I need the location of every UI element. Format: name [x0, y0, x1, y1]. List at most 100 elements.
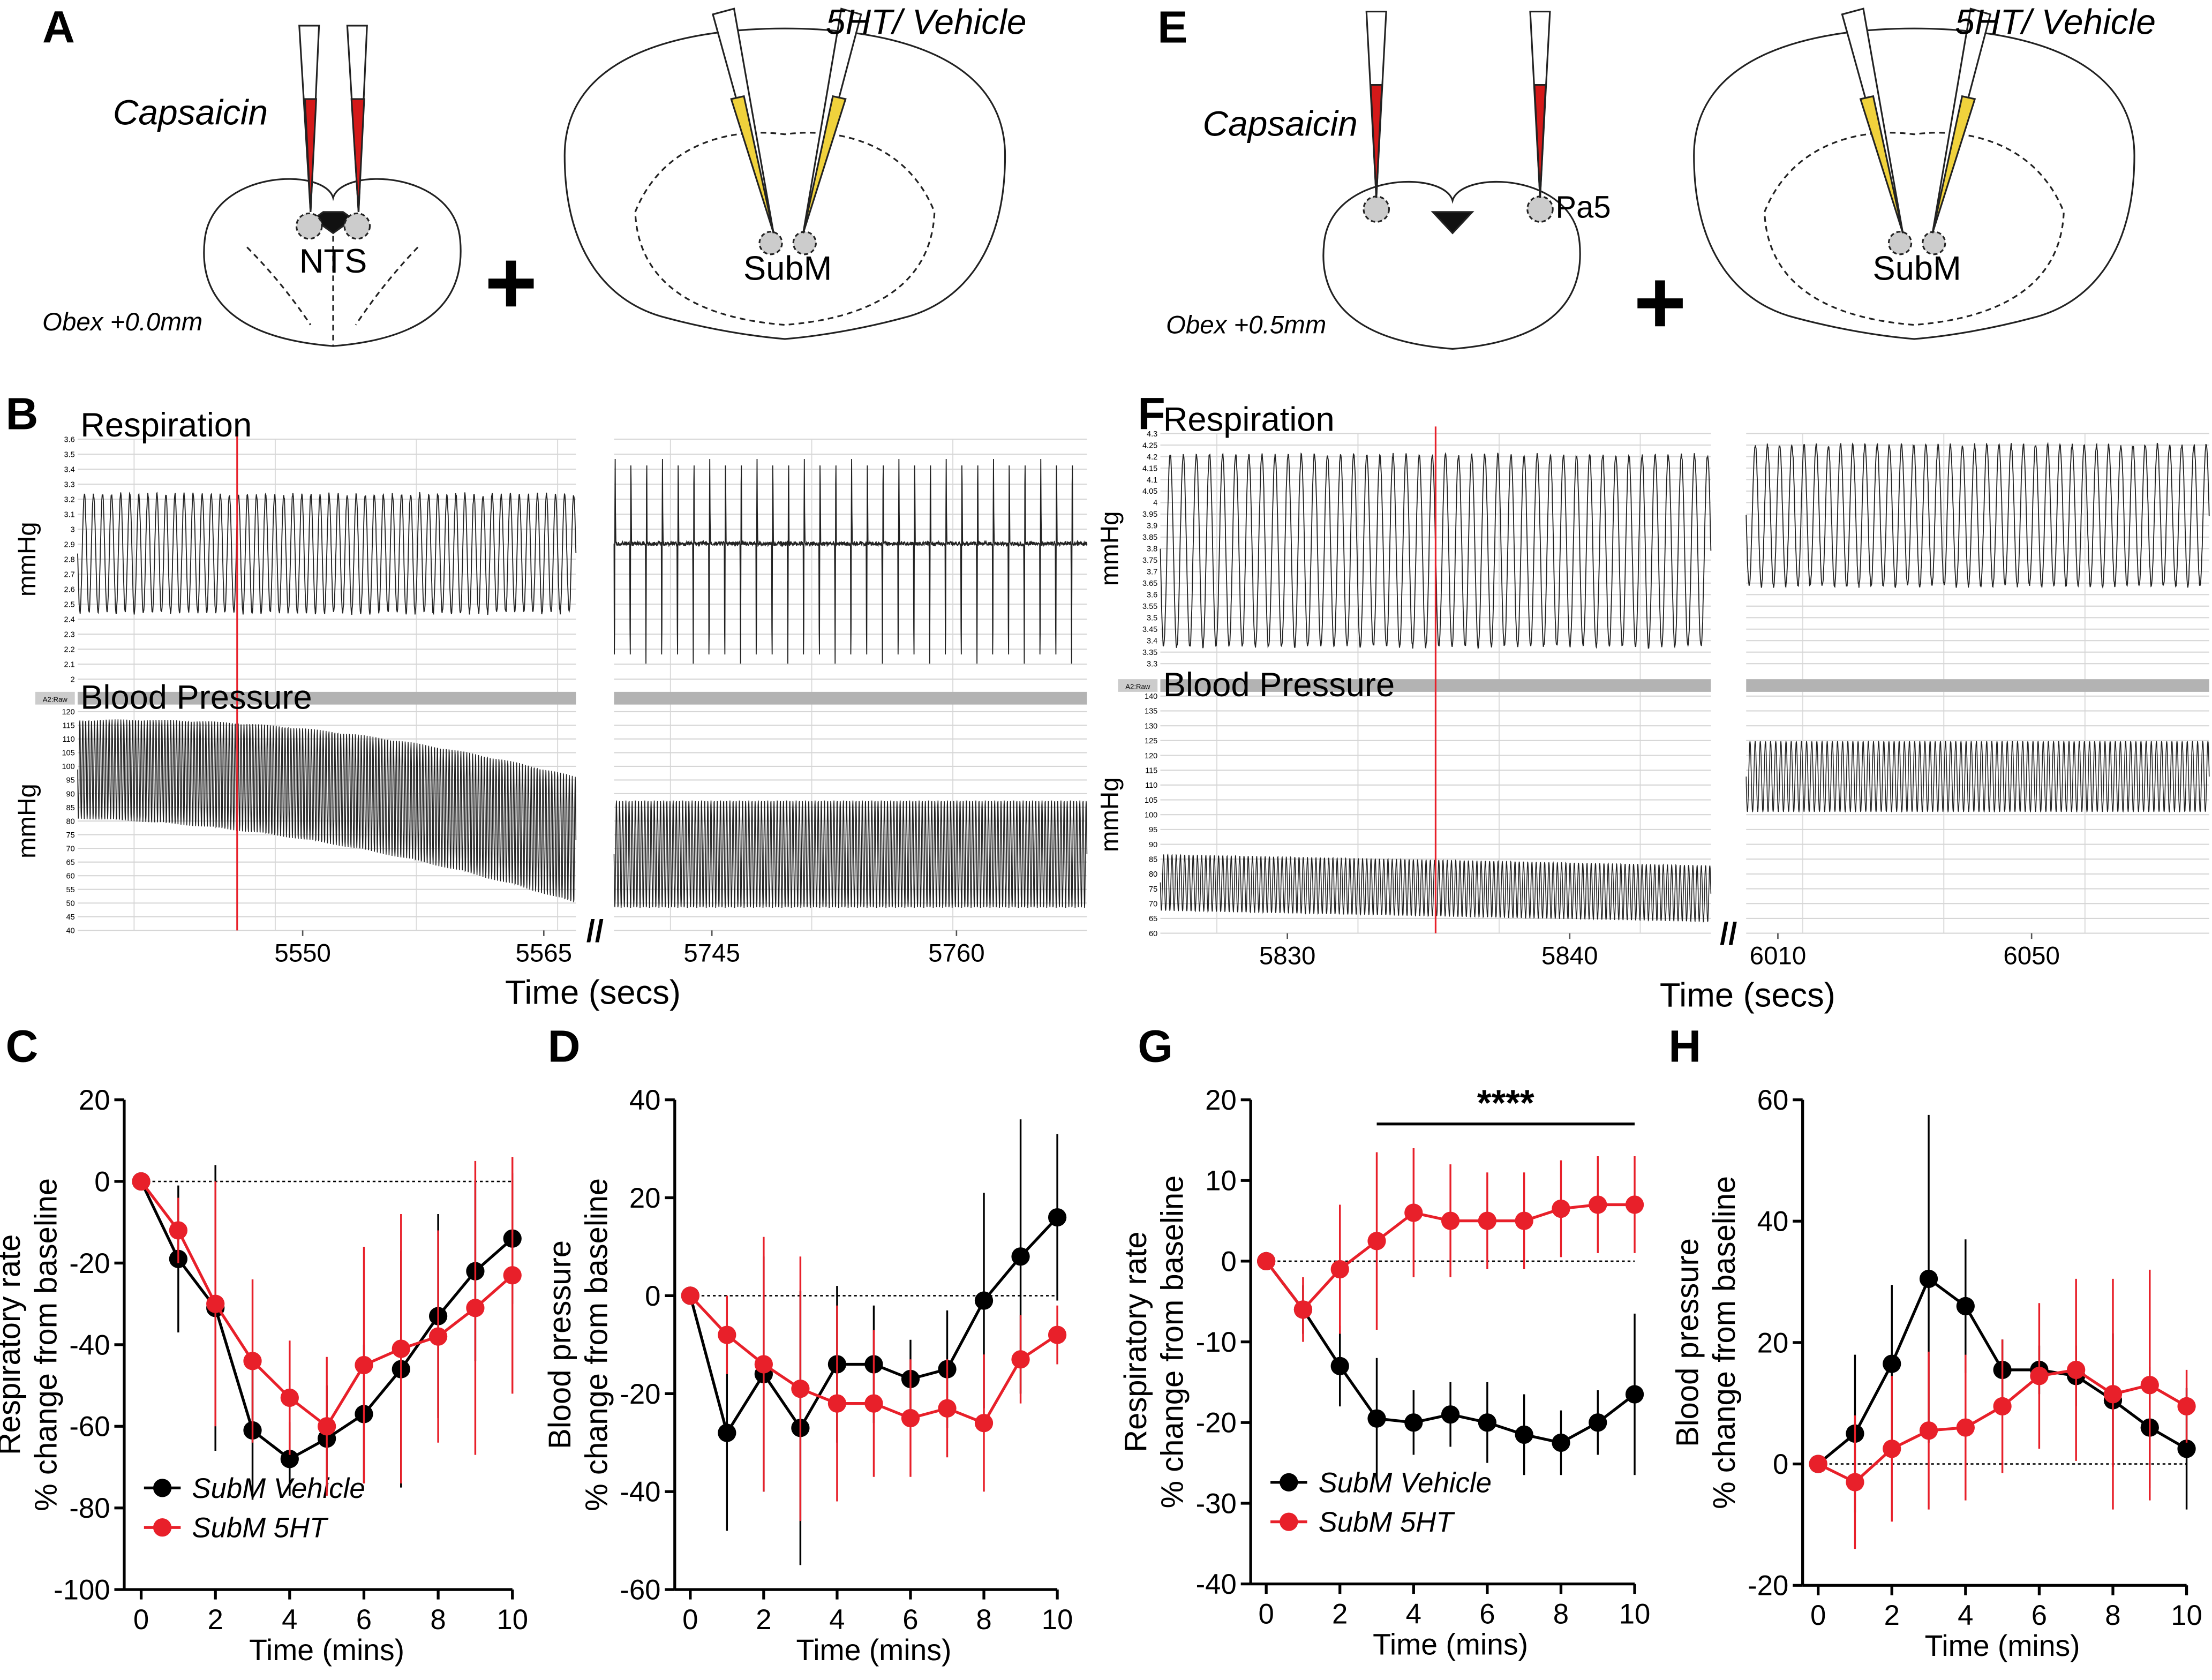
pipette-fill [802, 95, 847, 233]
y-tick-label: 2.9 [64, 540, 75, 549]
y-tick-label: 75 [66, 831, 75, 840]
data-point [827, 1394, 847, 1413]
y-tick-label: 120 [62, 708, 75, 717]
x-tick-label: 5830 [1259, 942, 1316, 970]
y-tick-label: 2.4 [64, 615, 75, 624]
data-point [1367, 1409, 1386, 1428]
channel-tag: A2:Raw [43, 695, 68, 703]
trace [1745, 740, 2210, 813]
data-point [1956, 1418, 1975, 1437]
data-point [2067, 1360, 2086, 1380]
y-tick-label: -20 [1196, 1407, 1237, 1439]
y-tick-label: 3 [71, 525, 75, 534]
fourth-ventricle [1431, 211, 1474, 235]
coronal-section [1693, 27, 2135, 340]
x-axis-label: Time (mins) [1925, 1629, 2080, 1662]
y-tick-label: 125 [1145, 737, 1157, 745]
x-tick-label: 6 [902, 1604, 918, 1636]
y-tick-label: -60 [69, 1411, 110, 1443]
x-tick-label: 0 [682, 1604, 698, 1636]
channel-bar [1746, 679, 2209, 692]
data-point [1011, 1350, 1030, 1369]
x-tick-label: 2 [1884, 1600, 1900, 1631]
data-point [1048, 1325, 1067, 1344]
y-tick-label: 20 [1205, 1084, 1237, 1116]
chart: -40 -30 -20 -10 0 10 20 0 2 4 6 8 10 Time (mins) Respi… [1119, 1082, 1650, 1661]
trace [77, 491, 577, 615]
x-tick-label: 0 [1258, 1598, 1274, 1630]
significance-label: **** [1477, 1082, 1534, 1124]
y-tick-label: 50 [66, 900, 75, 908]
y-tick-label: -20 [620, 1378, 660, 1410]
y-tick-label: -100 [54, 1574, 110, 1606]
legend-label: SubM 5HT [192, 1512, 329, 1544]
x-tick-label: 10 [2171, 1600, 2202, 1631]
y-tick-label: 3.3 [1147, 660, 1157, 668]
y-tick-label: 20 [1757, 1327, 1789, 1359]
data-point [1846, 1473, 1864, 1491]
trace-label: Respiration [80, 406, 252, 444]
channel-bar [77, 691, 576, 705]
drug-label: Capsaicin [1203, 103, 1358, 143]
section-detail [1763, 132, 2065, 326]
site-label: NTS [299, 243, 367, 280]
subm-site [792, 231, 817, 255]
level-label: Obex +0.0mm [42, 308, 202, 336]
x-tick-label: 4 [1958, 1600, 1973, 1631]
y-tick-label: 3.5 [1147, 614, 1157, 623]
x-tick-label: 0 [133, 1604, 149, 1636]
data-point [1552, 1433, 1570, 1452]
panel-label: D [548, 1021, 581, 1071]
section-detail [634, 132, 936, 326]
y-tick-label: 85 [66, 804, 75, 812]
y-tick-label: 85 [1149, 855, 1157, 864]
legend-marker [153, 1518, 172, 1537]
y-tick-label: 45 [66, 913, 75, 922]
data-point [1048, 1208, 1067, 1227]
y-tick-label: 120 [1145, 752, 1157, 760]
chart: -20 0 20 40 60 0 2 4 6 8 10 Time (mins) Blood pressu… [1671, 1084, 2202, 1662]
data-point [2140, 1376, 2159, 1395]
y-tick-label: -30 [1196, 1488, 1237, 1519]
break-mark: // [1720, 917, 1737, 952]
y-tick-label: 95 [1149, 826, 1157, 834]
y-tick-label: 2.3 [64, 630, 75, 639]
y-tick-label: 3.1 [64, 510, 75, 519]
y-tick-label: 130 [1145, 722, 1157, 730]
y-axis-label: Blood pressure [543, 1240, 577, 1449]
data-point [681, 1286, 699, 1305]
y-tick-label: 2.6 [64, 585, 75, 594]
y-tick-label: 2 [71, 675, 75, 684]
channel-bar [614, 691, 1087, 705]
legend-marker [153, 1479, 172, 1497]
y-tick-label: 0 [1221, 1246, 1236, 1277]
y-tick-label: 3.4 [64, 465, 75, 474]
y-tick-label: 80 [1149, 870, 1157, 879]
plus: + [485, 232, 538, 333]
x-axis-label: Time (secs) [1660, 977, 1835, 1014]
y-tick-label: 75 [1149, 885, 1157, 894]
trace-label: Blood Pressure [80, 679, 312, 717]
legend-marker [1280, 1473, 1298, 1491]
data-point [1809, 1455, 1827, 1473]
data-point [1883, 1440, 1901, 1458]
y-tick-label: 2.7 [64, 570, 75, 579]
y-tick-label: 3.9 [1147, 522, 1157, 531]
fourth-ventricle [312, 211, 355, 235]
data-point [1515, 1425, 1533, 1444]
coronal-section [563, 27, 1006, 340]
data-point [974, 1291, 994, 1310]
data-point [1589, 1195, 1607, 1214]
data-point [1625, 1195, 1644, 1214]
data-point [280, 1450, 299, 1468]
trace [1745, 441, 2210, 589]
data-point [754, 1355, 773, 1374]
x-tick-label: 6 [1479, 1598, 1495, 1630]
x-tick-label: 4 [1406, 1598, 1421, 1630]
data-point [1257, 1252, 1276, 1271]
y-tick-label: 0 [94, 1166, 110, 1197]
plus: + [1634, 251, 1687, 352]
data-point [169, 1221, 188, 1240]
x-tick-label: 8 [1553, 1598, 1569, 1630]
data-point [355, 1355, 373, 1375]
